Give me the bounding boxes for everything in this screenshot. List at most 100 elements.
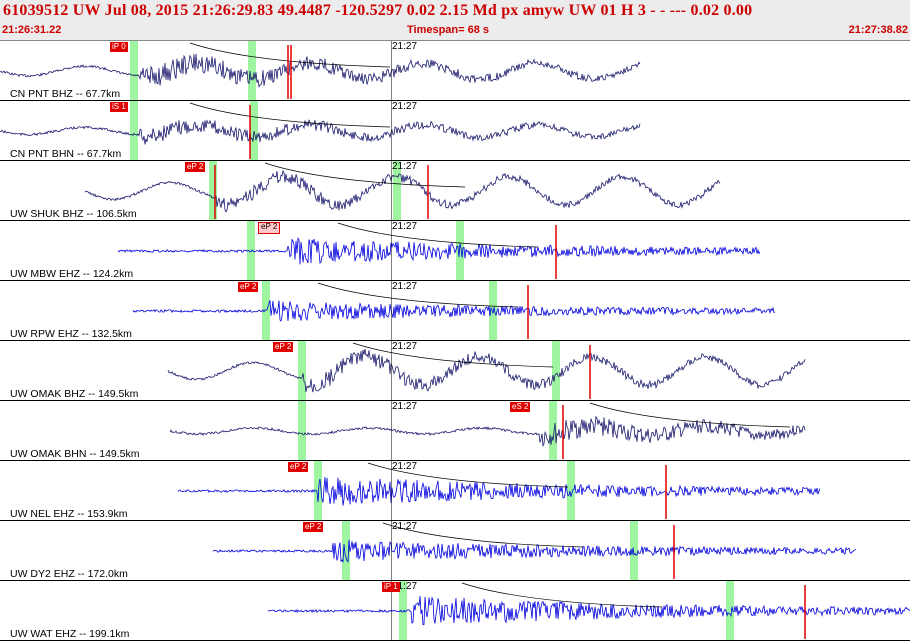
- timespan: Timespan= 68 s: [407, 24, 490, 36]
- pick-window: [726, 581, 734, 640]
- trace-row[interactable]: 21:27 eP 2 UW NEL EHZ -- 153.9km: [0, 461, 910, 521]
- station-label: UW OMAK BHN -- 149.5km: [10, 448, 140, 460]
- waveform-plot: [267, 581, 910, 640]
- waveform-plot: [167, 341, 806, 400]
- pick-window: [130, 41, 138, 100]
- pick-window: [298, 401, 306, 460]
- waveform-plot: [212, 521, 857, 580]
- pick-window: [247, 221, 255, 280]
- phase-pick-label[interactable]: eP 2: [288, 462, 309, 472]
- pick-window: [209, 161, 217, 220]
- waveform-plot: [0, 101, 641, 160]
- pick-window: [130, 101, 138, 160]
- trace-row[interactable]: 21:27 eP 2 UW MBW EHZ -- 124.2km: [0, 221, 910, 281]
- time-tick: [391, 401, 392, 460]
- coda-curve: [461, 582, 663, 608]
- waveform: [267, 595, 910, 626]
- coda-curve: [352, 342, 554, 368]
- waveform: [212, 539, 857, 563]
- phase-pick-label[interactable]: eP 2: [303, 522, 324, 532]
- station-label: UW DY2 EHZ -- 172.0km: [10, 568, 128, 580]
- pick-window: [399, 581, 407, 640]
- time-mark: 21:27: [392, 161, 418, 172]
- pick-window: [567, 461, 575, 520]
- pick-window: [630, 521, 638, 580]
- trace-row[interactable]: 21:27 iS 1 CN PNT BHN -- 67.7km: [0, 101, 910, 161]
- coda-curve: [189, 102, 391, 128]
- waveform: [132, 300, 776, 322]
- waveform: [84, 169, 721, 213]
- phase-pick-label[interactable]: iS 1: [110, 102, 128, 112]
- time-tick: [391, 461, 392, 520]
- start-time: 21:26:31.22: [2, 24, 62, 36]
- station-label: UW WAT EHZ -- 199.1km: [10, 628, 130, 640]
- waveform: [0, 119, 641, 145]
- trace-row[interactable]: 21:27 eP 2 UW SHUK BHZ -- 106.5km: [0, 161, 910, 221]
- trace-row[interactable]: 21:27 eS 2 UW OMAK BHN -- 149.5km: [0, 401, 910, 461]
- time-tick: [391, 221, 392, 280]
- coda-curve: [264, 162, 466, 188]
- time-tick: [391, 341, 392, 400]
- trace-row[interactable]: 21:27 iP 1 UW WAT EHZ -- 199.1km: [0, 581, 910, 641]
- phase-pick-label[interactable]: eP 2: [258, 222, 281, 234]
- pick-window: [314, 461, 322, 520]
- phase-pick-label[interactable]: eP 2: [238, 282, 259, 292]
- time-tick: [391, 101, 392, 160]
- station-label: CN PNT BHN -- 67.7km: [10, 148, 122, 160]
- pick-window: [552, 341, 560, 400]
- pick-window: [250, 101, 258, 160]
- time-tick: [391, 581, 392, 640]
- event-header: 61039512 UW Jul 08, 2015 21:26:29.83 49.…: [0, 0, 910, 41]
- waveform-plot: [132, 281, 776, 340]
- coda-curve: [367, 462, 569, 488]
- time-mark: 21:27: [392, 581, 418, 592]
- waveform-plot: [84, 161, 721, 220]
- event-title: 61039512 UW Jul 08, 2015 21:26:29.83 49.…: [3, 2, 753, 19]
- time-mark: 21:27: [392, 221, 418, 232]
- waveform: [117, 236, 761, 265]
- station-label: CN PNT BHZ -- 67.7km: [10, 88, 121, 100]
- phase-pick-label[interactable]: eP 2: [185, 162, 206, 172]
- time-tick: [391, 521, 392, 580]
- waveform-plot: [117, 221, 761, 280]
- time-mark: 21:27: [392, 41, 418, 52]
- trace-row[interactable]: 21:27 eP 2 UW OMAK BHZ -- 149.5km: [0, 341, 910, 401]
- coda-curve: [337, 222, 539, 248]
- trace-row[interactable]: 21:27 iP 0 CN PNT BHZ -- 67.7km: [0, 41, 910, 101]
- waveform: [177, 477, 821, 506]
- phase-pick-label[interactable]: eP 2: [273, 342, 294, 352]
- waveform: [169, 415, 806, 448]
- time-mark: 21:27: [392, 341, 418, 352]
- seismogram-panel[interactable]: 21:27 iP 0 CN PNT BHZ -- 67.7km 21:27 iS 1 CN…: [0, 41, 910, 641]
- waveform: [0, 53, 641, 88]
- pick-window: [549, 401, 557, 460]
- pick-window: [456, 221, 464, 280]
- coda-curve: [317, 282, 519, 308]
- time-mark: 21:27: [392, 401, 418, 412]
- waveform-plot: [169, 401, 806, 460]
- phase-pick-label[interactable]: iP 1: [382, 582, 400, 592]
- station-label: UW MBW EHZ -- 124.2km: [10, 268, 134, 280]
- end-time: 21:27:38.82: [848, 24, 908, 36]
- pick-window: [342, 521, 350, 580]
- waveform: [167, 348, 806, 393]
- pick-window: [248, 41, 256, 100]
- trace-row[interactable]: 21:27 eP 2 UW RPW EHZ -- 132.5km: [0, 281, 910, 341]
- phase-pick-label[interactable]: iP 0: [110, 42, 128, 52]
- coda-curve: [189, 42, 391, 68]
- time-mark: 21:27: [392, 461, 418, 472]
- phase-pick-label[interactable]: eS 2: [510, 402, 531, 412]
- time-tick: [391, 281, 392, 340]
- time-mark: 21:27: [392, 521, 418, 532]
- trace-row[interactable]: 21:27 eP 2 UW DY2 EHZ -- 172.0km: [0, 521, 910, 581]
- station-label: UW NEL EHZ -- 153.9km: [10, 508, 128, 520]
- coda-curve: [382, 522, 584, 548]
- pick-window: [393, 161, 401, 220]
- waveform-plot: [0, 41, 641, 100]
- time-tick: [391, 161, 392, 220]
- station-label: UW OMAK BHZ -- 149.5km: [10, 388, 139, 400]
- pick-window: [298, 341, 306, 400]
- station-label: UW SHUK BHZ -- 106.5km: [10, 208, 137, 220]
- time-mark: 21:27: [392, 281, 418, 292]
- coda-curve: [589, 402, 791, 428]
